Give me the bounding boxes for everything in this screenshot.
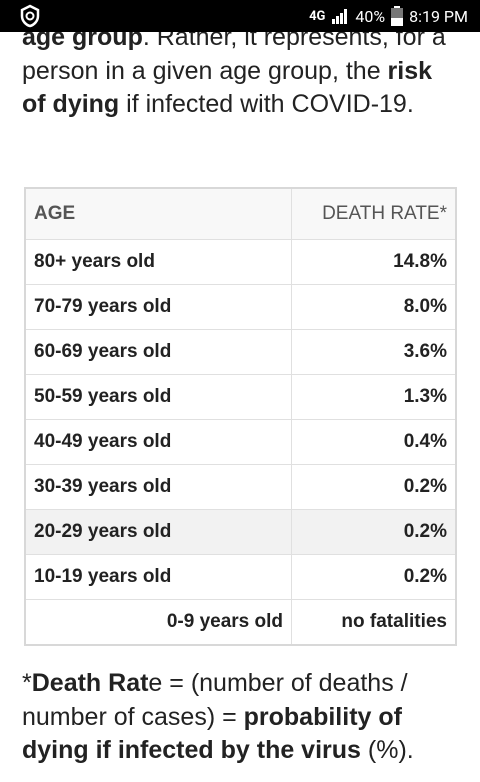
text-segment: * bbox=[22, 669, 32, 697]
rate-cell: 3.6% bbox=[291, 329, 457, 375]
table-row: 0-9 years old no fatalities bbox=[24, 599, 457, 646]
text-segment: Death Rat bbox=[31, 669, 149, 697]
rate-cell: 14.8% bbox=[291, 239, 457, 285]
rate-cell: no fatalities bbox=[291, 599, 457, 646]
age-cell: 40-49 years old bbox=[24, 419, 292, 465]
intro-text: age group. Rather, it represents, for a … bbox=[22, 21, 462, 122]
text-segment: if infected with COVID-19. bbox=[119, 90, 414, 118]
time: 8:19 PM bbox=[409, 6, 468, 26]
table-row: 80+ years old 14.8% bbox=[24, 239, 457, 285]
footnote: *Death Rate = (number of deaths / number… bbox=[22, 667, 462, 768]
table-row: 60-69 years old 3.6% bbox=[24, 329, 457, 375]
rate-cell: 0.2% bbox=[291, 509, 457, 555]
rate-cell: 1.3% bbox=[291, 374, 457, 420]
header-cell: DEATH RATE* bbox=[291, 187, 457, 240]
rate-cell: 0.4% bbox=[291, 419, 457, 465]
text-segment: (%). bbox=[360, 736, 414, 764]
text-segment: probability of dying if infected by the … bbox=[22, 702, 402, 765]
age-cell: 0-9 years old bbox=[24, 599, 292, 646]
header-row: AGE DEATH RATE* bbox=[24, 187, 457, 240]
header-cell: AGE bbox=[24, 187, 292, 240]
battery-icon bbox=[391, 6, 404, 26]
age-cell: 50-59 years old bbox=[24, 374, 292, 420]
shield-icon bbox=[20, 4, 40, 28]
age-cell: 20-29 years old bbox=[24, 509, 292, 555]
table-row: 30-39 years old 0.2% bbox=[24, 464, 457, 510]
signal-icon bbox=[332, 9, 348, 24]
age-cell: 30-39 years old bbox=[24, 464, 292, 510]
rate-cell: 8.0% bbox=[291, 284, 457, 330]
rate-cell: 0.2% bbox=[291, 554, 457, 600]
age-cell: 60-69 years old bbox=[24, 329, 292, 375]
age-cell: 10-19 years old bbox=[24, 554, 292, 600]
table-row: 70-79 years old 8.0% bbox=[24, 284, 457, 330]
death-rate-table: AGE DEATH RATE* 80+ years old 14.8% 70-79 … bbox=[24, 187, 457, 646]
rate-cell: 0.2% bbox=[291, 464, 457, 510]
age-cell: 70-79 years old bbox=[24, 284, 292, 330]
text-segment: e = (number of deaths / number of cases)… bbox=[22, 669, 408, 731]
text-segment: . Rather, it represents, for a person in… bbox=[22, 23, 446, 85]
table-row: 10-19 years old 0.2% bbox=[24, 554, 457, 600]
status-right: 4G 40% 8:19 PM bbox=[309, 6, 468, 26]
table-row: 50-59 years old 1.3% bbox=[24, 374, 457, 420]
table-row: 20-29 years old 0.2% bbox=[24, 509, 457, 555]
status-bar: 4G 40% 8:19 PM bbox=[0, 0, 480, 32]
table-body: 80+ years old 14.8% 70-79 years old 8.0% 60-… bbox=[24, 239, 457, 646]
text-segment: risk of dying bbox=[22, 56, 433, 119]
network: 4G bbox=[309, 8, 326, 24]
age-cell: 80+ years old bbox=[24, 239, 292, 285]
table-row: 40-49 years old 0.4% bbox=[24, 419, 457, 465]
battery-level: 40% bbox=[355, 6, 386, 26]
